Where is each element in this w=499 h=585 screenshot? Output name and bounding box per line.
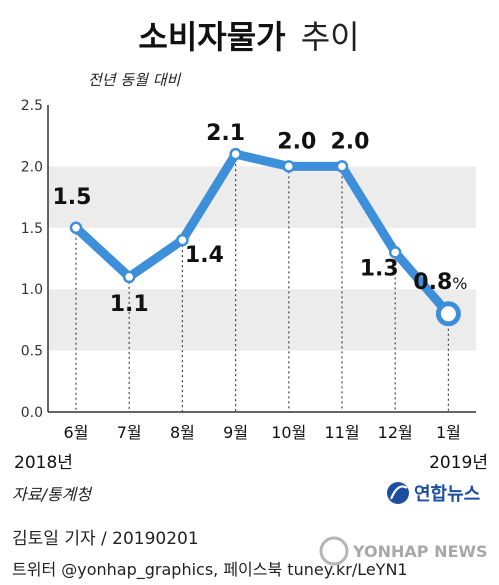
data-label: 2.0 (331, 129, 370, 154)
credit-text: 김토일 기자 / 20190201 (12, 529, 199, 549)
x-tick-label: 8월 (170, 423, 195, 442)
data-label-value: 2.0 (277, 129, 316, 154)
data-point-marker (388, 246, 402, 259)
data-point-marker (335, 160, 349, 173)
drop-lines (75, 154, 449, 412)
x-tick-label: 12월 (378, 423, 413, 442)
data-label: 1.1 (110, 292, 149, 317)
data-label: 1.4 (185, 243, 224, 268)
data-label-value: 1.4 (185, 243, 224, 268)
data-label-value: 1.3 (360, 256, 399, 281)
year-labels: 2018년 2019년 (14, 453, 488, 473)
x-tick-label: 1월 (436, 423, 461, 442)
data-label-unit: % (452, 274, 467, 293)
data-label: 1.3 (360, 256, 399, 281)
y-tick-label: 1.0 (21, 282, 43, 298)
data-label-value: 0.8 (413, 270, 452, 295)
brand-logo-icon (387, 482, 409, 504)
x-tick-label: 11월 (324, 423, 359, 442)
watermark-text: YONHAP NEWS (352, 542, 488, 561)
data-label: 2.0 (277, 129, 316, 154)
data-point-marker (282, 160, 296, 173)
source-text: 자료/통계청 (12, 485, 93, 504)
x-tick-label: 9월 (223, 423, 248, 442)
watermark: YONHAP NEWS (319, 536, 488, 566)
data-label: 1.5 (53, 185, 92, 210)
brand-logo: 연합뉴스 (387, 482, 480, 505)
chart-subtitle: 전년 동월 대비 (88, 71, 182, 89)
grid-band (48, 166, 476, 228)
y-tick-labels: 0.0 0.5 1.0 1.5 2.0 2.5 (21, 98, 43, 421)
data-label: 0.8% (413, 270, 467, 295)
x-tick-label: 6월 (64, 423, 89, 442)
data-label-value: 1.1 (110, 292, 149, 317)
data-label-value: 1.5 (53, 185, 92, 210)
x-tick-label: 7월 (117, 423, 142, 442)
data-point-marker (69, 221, 83, 235)
year-label: 2019년 (429, 453, 488, 473)
x-tick-labels: 6월 7월 8월 9월 10월 11월 12월 1월 (64, 423, 461, 442)
chart-title-light: 추이 (301, 18, 360, 56)
data-label-value: 2.1 (206, 121, 245, 146)
social-text: 트위터 @yonhap_graphics, 페이스북 tuney.kr/LeYN… (12, 560, 408, 580)
grid-bands (48, 166, 476, 351)
chart-title: 소비자물가 추이 (138, 18, 359, 56)
data-label-value: 2.0 (331, 129, 370, 154)
y-tick-label: 0.5 (21, 344, 43, 360)
watermark-icon (319, 536, 349, 566)
brand-name: 연합뉴스 (414, 483, 480, 505)
data-labels: 1.5 1.1 1.4 2.1 2.0 2.0 1.3 0.8% (53, 121, 468, 317)
chart-title-bold: 소비자물가 (138, 18, 285, 56)
series-line (71, 149, 453, 319)
data-point-marker (229, 147, 242, 161)
data-point-marker-latest (435, 301, 461, 327)
x-tick-label: 10월 (271, 423, 306, 442)
y-tick-label: 0.0 (21, 405, 43, 421)
data-markers (69, 147, 461, 327)
y-tick-label: 1.5 (21, 221, 43, 237)
y-tick-label: 2.0 (21, 159, 43, 175)
data-point-marker (176, 233, 189, 247)
grid-band (48, 289, 476, 351)
y-tick-label: 2.5 (21, 98, 43, 114)
data-label: 2.1 (206, 121, 245, 146)
data-point-marker (122, 270, 136, 284)
year-label: 2018년 (14, 453, 73, 473)
brand-logo-swoosh (389, 485, 408, 500)
